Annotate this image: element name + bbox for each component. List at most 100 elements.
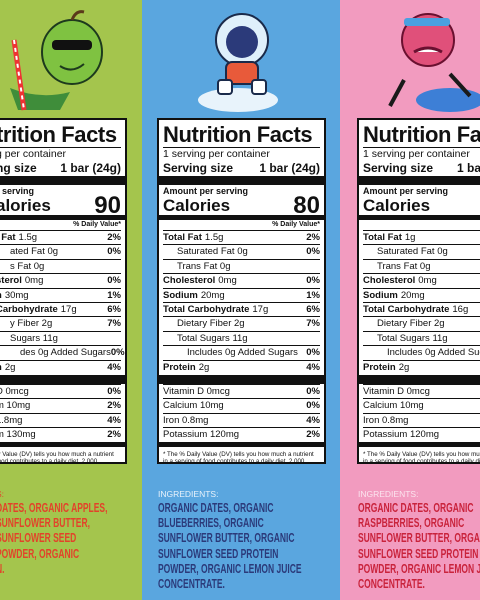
ingredients-label: S: bbox=[0, 489, 5, 499]
ingredients-line: CONCENTRATE. bbox=[358, 577, 425, 592]
ingredients-line: SUNFLOWER SEED PROTEIN bbox=[158, 546, 279, 561]
nutrient-amount: Potassium 120mg bbox=[363, 429, 440, 441]
nutrient: Potassium 120mg bbox=[163, 428, 239, 441]
medium-rule bbox=[0, 215, 125, 220]
apple-character bbox=[10, 10, 103, 111]
nutrient-amount: Calcium 10mg bbox=[163, 400, 224, 412]
nutrient-row: Total Fat 1.5g 2% bbox=[163, 230, 320, 244]
nutrient-row: n2g 4% bbox=[0, 359, 121, 374]
nutrient-amount: 1.5g bbox=[204, 232, 224, 243]
nutrient-amount: 17g bbox=[252, 304, 269, 316]
dv-header: % Daily Value* bbox=[272, 221, 320, 228]
ingredients-line: SUNFLOWER BUTTER, ORGAN bbox=[358, 531, 480, 546]
nutrient-row: Cholesterol 0mg 0% bbox=[163, 273, 320, 287]
nutrient: Includes 0g Added Sugars bbox=[187, 346, 298, 359]
nutrient-amount: 1g bbox=[404, 232, 416, 243]
ingredients-line: POWDER, ORGANIC LEMON JUICE bbox=[158, 561, 302, 576]
daily-value: 0% bbox=[306, 246, 320, 258]
nutrient-row: Total Fat 1g bbox=[363, 230, 480, 244]
footnote-line: food contributes to a daily diet. 2,000 bbox=[0, 458, 98, 464]
ingredients-line: SUNFLOWER SEED bbox=[0, 531, 77, 546]
daily-value: 0% bbox=[107, 275, 121, 287]
nutrient-amount: Saturated Fat 0g bbox=[177, 246, 248, 258]
nutrient: y Fiber 2g bbox=[10, 317, 52, 330]
nutrient-row: Calcium 10mg bbox=[363, 398, 480, 412]
nutrient: des 0g Added Sugars bbox=[20, 346, 111, 359]
nutrient-amount: des 0g Added Sugars bbox=[20, 347, 111, 359]
nutrition-panel: Nutrition Facts 1 serving per container Se… bbox=[157, 118, 326, 464]
panel-title: trition Facts bbox=[0, 120, 121, 148]
nutrient-row: Cholesterol 0mg bbox=[363, 273, 480, 287]
nutrient-row: ated Fat 0g 0% bbox=[0, 244, 121, 258]
servings: 1 serving per container bbox=[163, 148, 270, 160]
ingredients: INGREDIENTS: ORGANIC DATES, ORGANIC BLUEBE… bbox=[158, 487, 369, 592]
dv-header: % Daily Value* bbox=[73, 221, 121, 228]
ingredients-line: SUNFLOWER BUTTER, bbox=[0, 516, 90, 531]
astronaut-character bbox=[198, 13, 278, 112]
nutrient-amount: 0mg bbox=[418, 275, 437, 287]
nutrient: Iron 0.8mg bbox=[163, 414, 208, 427]
nutrient-row: Trans Fat 0g bbox=[363, 258, 480, 273]
daily-value: 2% bbox=[107, 400, 121, 412]
nutrient: m 10mg bbox=[0, 399, 30, 412]
nutrient: Saturated Fat 0g bbox=[377, 245, 448, 258]
ingredients-line: SUNFLOWER BUTTER, ORGANIC bbox=[158, 531, 295, 546]
calories-row: Calories 80 bbox=[163, 194, 320, 218]
daily-value: 6% bbox=[107, 304, 121, 316]
nutrient-row: Vitamin D 0mcg bbox=[363, 384, 480, 398]
daily-value: 0% bbox=[107, 386, 121, 398]
nutrient-amount: Iron 0.8mg bbox=[163, 414, 209, 426]
nutrient-row: Protein 2g bbox=[363, 359, 480, 374]
calories-value: 90 bbox=[94, 192, 121, 219]
daily-value: 0% bbox=[306, 347, 320, 359]
serving-size: 1 ba bbox=[456, 161, 480, 175]
serving-label: Serving size bbox=[163, 161, 234, 175]
nutrient: Vitamin D 0mcg bbox=[163, 385, 230, 398]
nutrient-amount: 2g bbox=[398, 361, 410, 373]
thick-rule bbox=[159, 375, 324, 385]
daily-value: 4% bbox=[306, 361, 320, 373]
nutrient: Trans Fat 0g bbox=[377, 260, 431, 273]
ingredients-line: ORGANIC DATES, ORGANIC bbox=[158, 501, 274, 515]
dv-header-space bbox=[363, 220, 480, 230]
ingredients-line: POWDER, ORGANIC LEMON JU bbox=[358, 561, 480, 576]
daily-value: 7% bbox=[306, 318, 320, 330]
nutrient-row: Saturated Fat 0g 0% bbox=[163, 244, 320, 258]
nutrient: ated Fat 0g bbox=[10, 245, 58, 258]
nutrient-amount: Vitamin D 0mcg bbox=[363, 386, 430, 398]
serving-label: Serving size bbox=[363, 161, 434, 175]
nutrient-name: n bbox=[0, 290, 2, 301]
nutrient-row: Total Sugars 11g bbox=[163, 330, 320, 345]
nutrient-amount: D 0mcg bbox=[0, 386, 29, 398]
nutrient-amount: Dietary Fiber 2g bbox=[377, 318, 445, 330]
nutrient-row: Trans Fat 0g bbox=[163, 258, 320, 273]
calories-row: Calories bbox=[363, 197, 480, 215]
nutrient: n30mg bbox=[0, 289, 29, 302]
nutrient-amount: Includes 0g Added Sugars bbox=[187, 347, 298, 359]
daily-value: 1% bbox=[107, 289, 121, 301]
panel-title: Nutrition Fa bbox=[363, 122, 480, 148]
nutrient-name: Total Fat bbox=[163, 232, 202, 243]
footnote-line: * The % Daily Value (DV) tells you how m… bbox=[163, 450, 314, 458]
nutrient: Cholesterol 0mg bbox=[163, 274, 237, 287]
ingredients-label: INGREDIENTS: bbox=[158, 489, 219, 499]
nutrient-name: Protein bbox=[163, 361, 196, 373]
nutrient: Cholesterol 0mg bbox=[363, 274, 437, 287]
nutrient: Protein 2g bbox=[363, 361, 409, 374]
nutrient-row: s Fat 0g bbox=[0, 258, 121, 273]
ingredients-line: POWDER, ORGANIC bbox=[0, 546, 80, 561]
nutrient: Total Carbohydrate 17g bbox=[163, 303, 268, 316]
nutrient: 1.8mg bbox=[0, 414, 22, 427]
nutrient-amount: 30mg bbox=[4, 289, 29, 301]
daily-value: 0% bbox=[306, 275, 320, 287]
footnote-line: in a serving of food contributes to a da… bbox=[363, 458, 480, 464]
nutrient-amount: Total Sugars 11g bbox=[177, 332, 248, 344]
nutrient: Total Sugars 11g bbox=[377, 332, 448, 345]
nutrient-amount: s Fat 0g bbox=[10, 260, 45, 272]
nutrient: Calcium 10mg bbox=[163, 399, 224, 412]
ingredients-line: BLUEBERRIES, ORGANIC bbox=[158, 516, 264, 531]
